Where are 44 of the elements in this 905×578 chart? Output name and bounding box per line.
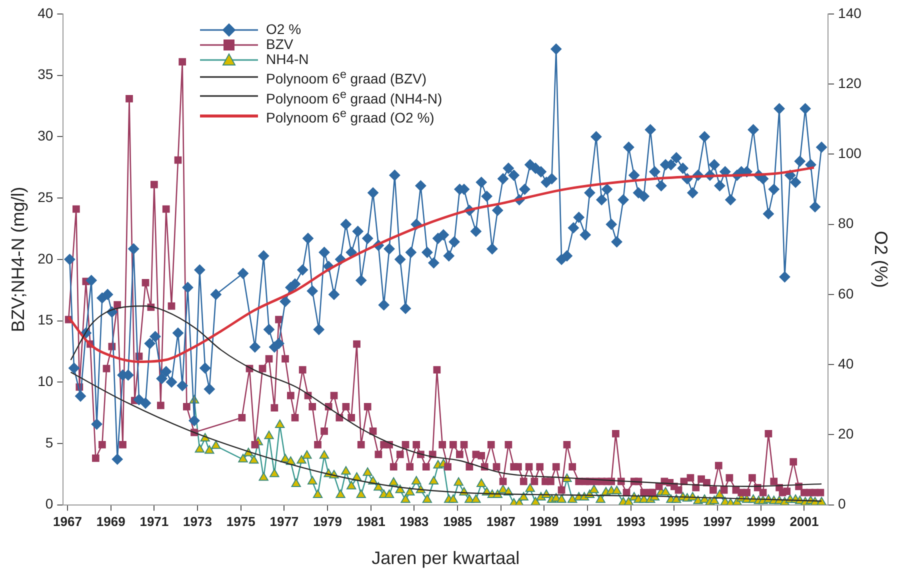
x-tick-label: 2001 <box>790 514 819 530</box>
x-tick-label: 1967 <box>53 514 82 530</box>
y2-tick-label: 60 <box>838 285 854 302</box>
x-tick-label: 1989 <box>530 514 559 530</box>
x-tick-label: 1975 <box>226 514 256 530</box>
x-tick-label: 1973 <box>183 514 212 530</box>
x-tick-label: 1969 <box>96 514 126 530</box>
x-tick-label: 1983 <box>400 514 429 530</box>
legend-label: Polynoom 6$^{e}$ graad (O2 %) <box>266 106 434 126</box>
y-tick-label: 5 <box>45 434 54 450</box>
x-tick-label: 1979 <box>313 514 342 530</box>
x-tick-label: 1981 <box>356 514 386 530</box>
y2-tick-label: 120 <box>838 74 862 91</box>
legend-label: O2 % <box>266 21 302 37</box>
y-tick-label: 10 <box>38 372 54 389</box>
x-tick-label: 1977 <box>270 514 299 530</box>
x-tick-label: 1987 <box>486 514 516 530</box>
y-axis-title: BZV;NH4-N (mg/l) <box>8 186 28 332</box>
y-tick-label: 30 <box>38 128 54 144</box>
y2-tick-label: 100 <box>838 145 862 162</box>
legend-label: BZV <box>266 36 294 52</box>
y-tick-label: 25 <box>38 188 54 205</box>
x-tick-label: 1971 <box>140 514 169 530</box>
y2-tick-label: 0 <box>838 496 846 512</box>
x-tick-label: 1993 <box>616 514 646 530</box>
y2-tick-label: 140 <box>838 4 862 21</box>
legend-label: Polynoom 6$^{e}$ graad (NH4-N) <box>266 86 442 106</box>
x-axis-title: Jaren per kwartaal <box>372 548 520 568</box>
y-tick-label: 35 <box>38 66 54 82</box>
y-tick-label: 15 <box>38 312 54 328</box>
legend-label: NH4-N <box>266 51 309 67</box>
x-tick-label: 1999 <box>746 514 776 530</box>
y-tick-label: 40 <box>38 4 54 21</box>
x-tick-label: 1997 <box>703 514 732 530</box>
y2-axis-title: O2 (%) <box>871 230 892 288</box>
y-tick-label: 20 <box>38 250 54 266</box>
legend-label: Polynoom 6$^{e}$ graad (BZV) <box>266 67 427 87</box>
x-tick-label: 1991 <box>573 514 602 530</box>
x-tick-label: 1985 <box>443 514 472 530</box>
x-tick-label: 1995 <box>660 514 689 530</box>
y-tick-label: 0 <box>45 496 54 512</box>
y2-tick-label: 20 <box>838 426 854 442</box>
y2-tick-label: 80 <box>838 215 854 232</box>
y2-tick-label: 40 <box>838 355 854 372</box>
